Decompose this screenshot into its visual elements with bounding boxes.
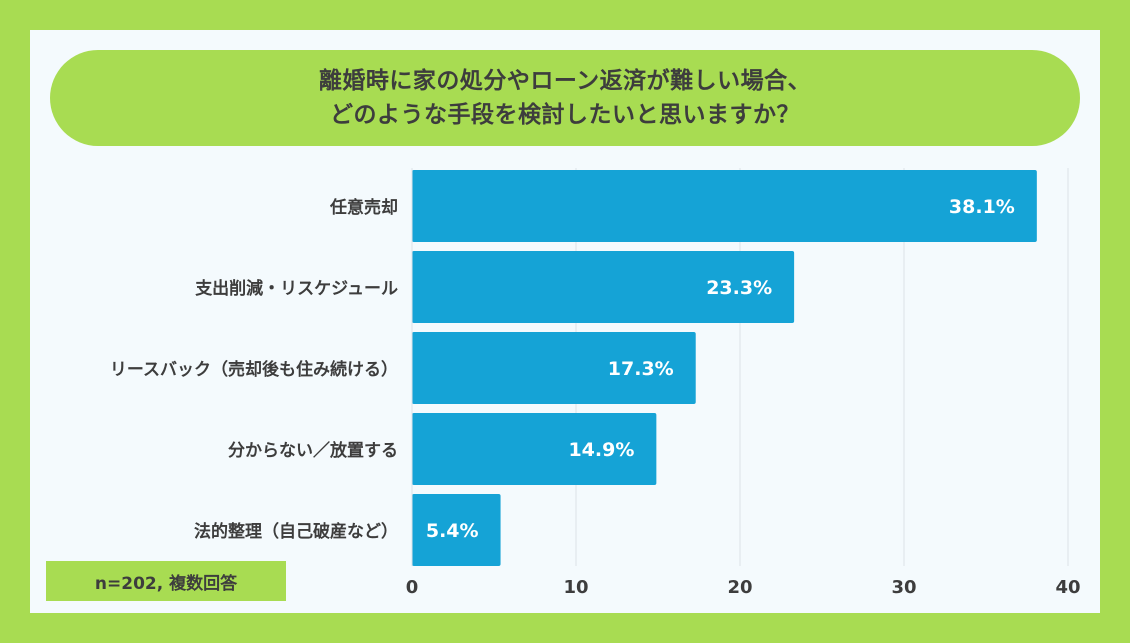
bar-value-label: 17.3%	[608, 358, 674, 380]
bar-value-label: 23.3%	[706, 277, 772, 299]
category-label: 法的整理（自己破産など）	[194, 521, 398, 542]
x-tick-label: 10	[563, 577, 588, 598]
category-label: 分からない／放置する	[228, 440, 398, 461]
x-tick-label: 30	[891, 577, 916, 598]
x-tick-label: 40	[1055, 577, 1080, 598]
bar-value-label: 14.9%	[568, 439, 634, 461]
bar	[412, 494, 501, 566]
bar	[412, 170, 1037, 242]
category-label: リースバック（売却後も住み続ける）	[110, 359, 398, 380]
title-banner: 離婚時に家の処分やローン返済が難しい場合、 どのような手段を検討したいと思います…	[50, 50, 1080, 146]
bar	[412, 332, 696, 404]
x-tick-label: 20	[727, 577, 752, 598]
bar-value-label: 38.1%	[949, 196, 1015, 218]
category-label: 支出削減・リスケジュール	[195, 278, 398, 299]
bar	[412, 413, 657, 485]
title-line-1: 離婚時に家の処分やローン返済が難しい場合、	[318, 68, 812, 94]
bar	[412, 251, 795, 323]
bar-value-label: 5.4%	[426, 520, 479, 542]
x-tick-label: 0	[406, 577, 419, 598]
sample-note: n=202, 複数回答	[46, 561, 286, 601]
bar-chart: 38.1% 任意売却 23.3% 支出削減・リスケジュール 17.3% リースバック（売却…	[110, 168, 1081, 598]
category-label: 任意売却	[329, 197, 398, 218]
title-line-2: どのような手段を検討したいと思いますか？	[330, 102, 800, 128]
chart-panel: 離婚時に家の処分やローン返済が難しい場合、 どのような手段を検討したいと思います…	[30, 30, 1100, 613]
